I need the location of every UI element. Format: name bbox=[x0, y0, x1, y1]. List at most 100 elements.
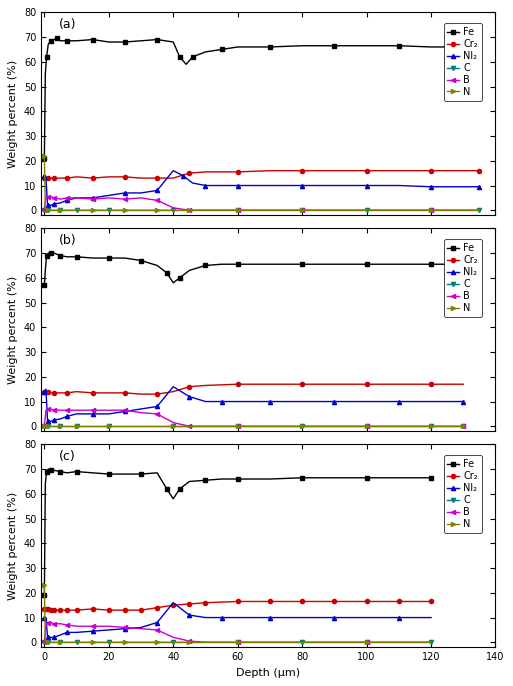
Nl₂ bbox=[90, 193, 96, 202]
Nl₂ bbox=[331, 397, 338, 405]
Nl₂ bbox=[364, 397, 370, 405]
C bbox=[73, 422, 80, 430]
Nl₂ bbox=[154, 618, 160, 626]
Cr₂ bbox=[106, 389, 112, 397]
N bbox=[57, 206, 64, 214]
C bbox=[170, 206, 176, 214]
Fe bbox=[44, 467, 50, 475]
Cr₂ bbox=[122, 389, 128, 397]
C bbox=[170, 638, 176, 646]
C bbox=[41, 638, 47, 646]
Y-axis label: Weight percent (%): Weight percent (%) bbox=[8, 60, 18, 168]
Nl₂ bbox=[106, 626, 112, 634]
Cr₂ bbox=[234, 168, 241, 176]
Fe bbox=[170, 279, 176, 287]
Nl₂ bbox=[45, 417, 51, 425]
Nl₂ bbox=[106, 410, 112, 418]
Fe bbox=[44, 252, 50, 260]
B bbox=[267, 206, 273, 214]
C bbox=[364, 422, 370, 430]
Nl₂ bbox=[180, 172, 186, 180]
Fe bbox=[299, 473, 305, 482]
Line: Cr₂: Cr₂ bbox=[42, 600, 433, 612]
B bbox=[138, 624, 144, 632]
C bbox=[45, 422, 51, 430]
B bbox=[170, 204, 176, 212]
Line: Fe: Fe bbox=[42, 251, 465, 287]
B bbox=[45, 618, 51, 626]
Nl₂ bbox=[122, 407, 128, 416]
B bbox=[51, 193, 57, 202]
B bbox=[73, 406, 80, 414]
B bbox=[299, 638, 305, 646]
Fe bbox=[164, 269, 170, 277]
N bbox=[364, 422, 370, 430]
N bbox=[299, 638, 305, 646]
Fe bbox=[331, 260, 338, 268]
Nl₂ bbox=[267, 613, 273, 622]
Fe bbox=[219, 260, 225, 268]
Cr₂ bbox=[299, 380, 305, 388]
Cr₂ bbox=[460, 380, 466, 388]
N bbox=[122, 638, 128, 646]
Fe bbox=[396, 260, 402, 268]
Fe bbox=[219, 45, 225, 54]
Cr₂ bbox=[476, 167, 482, 175]
Line: B: B bbox=[42, 620, 433, 644]
Cr₂ bbox=[51, 174, 57, 182]
B bbox=[203, 638, 209, 646]
C bbox=[460, 422, 466, 430]
Line: N: N bbox=[42, 154, 482, 213]
Nl₂ bbox=[122, 189, 128, 197]
Nl₂ bbox=[299, 181, 305, 189]
Cr₂ bbox=[45, 605, 51, 613]
Nl₂ bbox=[396, 397, 402, 405]
C bbox=[41, 422, 47, 430]
C bbox=[299, 422, 305, 430]
Cr₂ bbox=[460, 167, 466, 175]
Fe bbox=[90, 254, 96, 262]
B bbox=[364, 638, 370, 646]
Nl₂ bbox=[219, 181, 225, 189]
Cr₂ bbox=[43, 388, 49, 396]
Nl₂ bbox=[186, 392, 192, 401]
N bbox=[138, 206, 144, 214]
Fe bbox=[41, 281, 47, 289]
Cr₂ bbox=[51, 606, 57, 614]
Legend: Fe, Cr₂, Nl₂, C, B, N: Fe, Cr₂, Nl₂, C, B, N bbox=[444, 456, 482, 533]
Y-axis label: Weight percent (%): Weight percent (%) bbox=[8, 492, 18, 600]
B bbox=[90, 195, 96, 203]
B bbox=[122, 195, 128, 203]
Nl₂ bbox=[57, 415, 64, 423]
C bbox=[73, 206, 80, 214]
B bbox=[73, 193, 80, 202]
Fe bbox=[460, 260, 466, 268]
Fe bbox=[138, 36, 144, 45]
Nl₂ bbox=[476, 182, 482, 191]
Nl₂ bbox=[234, 613, 241, 622]
N bbox=[138, 638, 144, 646]
B bbox=[122, 406, 128, 414]
Fe bbox=[51, 466, 57, 475]
C bbox=[73, 638, 80, 646]
B bbox=[64, 193, 70, 202]
Fe bbox=[234, 475, 241, 483]
Cr₂ bbox=[154, 174, 160, 182]
N bbox=[106, 638, 112, 646]
Fe bbox=[64, 36, 70, 45]
Fe bbox=[234, 260, 241, 268]
Fe bbox=[44, 53, 50, 61]
N bbox=[154, 206, 160, 214]
N bbox=[203, 638, 209, 646]
Nl₂ bbox=[154, 403, 160, 411]
C bbox=[299, 638, 305, 646]
Cr₂ bbox=[41, 388, 47, 396]
N bbox=[299, 206, 305, 214]
Nl₂ bbox=[51, 633, 57, 641]
Cr₂ bbox=[170, 601, 176, 609]
B bbox=[122, 624, 128, 632]
Line: N: N bbox=[42, 424, 465, 428]
B bbox=[460, 422, 466, 430]
N bbox=[203, 206, 209, 214]
Legend: Fe, Cr₂, Nl₂, C, B, N: Fe, Cr₂, Nl₂, C, B, N bbox=[444, 23, 482, 101]
